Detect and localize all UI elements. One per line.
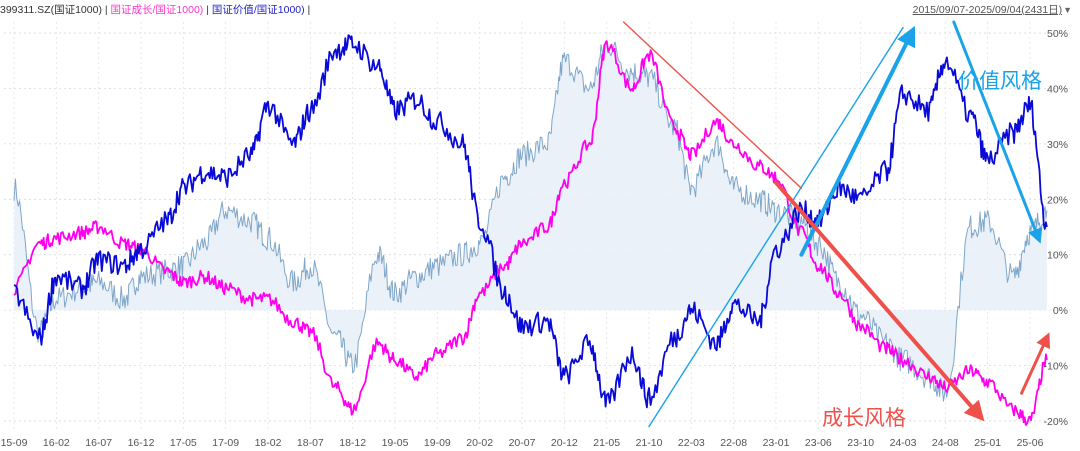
x-tick-label: 25-01 (974, 437, 1001, 449)
growth-down-arrow (774, 180, 985, 422)
legend-separator: | (304, 4, 311, 16)
x-tick-label: 23-10 (847, 437, 874, 449)
x-tick-label: 19-09 (424, 437, 451, 449)
trend-arrows (622, 20, 1051, 428)
x-tick-label: 24-08 (932, 437, 959, 449)
x-tick-label: 18-02 (255, 437, 282, 449)
x-tick-label: 22-08 (720, 437, 747, 449)
chart-legend: 399311.SZ(国证1000) | 国证成长/国证1000) | 国证价值/… (0, 2, 310, 17)
y-tick-label: 30% (1047, 139, 1068, 151)
growth-style-annotation: 成长风格 (822, 407, 906, 430)
value-series-line (13, 34, 1048, 409)
x-tick-label: 17-09 (212, 437, 239, 449)
index-area-fill (14, 41, 1047, 402)
growth-down-trend-line (622, 21, 803, 189)
date-range-text: 2015/09/07-2025/09/04(2431日) (912, 4, 1063, 16)
x-tick-label: 18-12 (339, 437, 366, 449)
y-tick-label: 0% (1053, 305, 1068, 317)
growth-series-line (13, 40, 1048, 426)
x-tick-label: 16-02 (43, 437, 70, 449)
index-area (14, 41, 1047, 402)
grid-lines (4, 22, 1070, 432)
legend-separator: | (101, 4, 111, 16)
y-tick-label: 40% (1047, 83, 1068, 95)
x-tick-label: 24-03 (890, 437, 917, 449)
x-tick-label: 25-06 (1017, 437, 1044, 449)
x-tick-label: 21-05 (593, 437, 620, 449)
x-tick-label: 16-07 (85, 437, 112, 449)
date-range-selector[interactable]: 2015/09/07-2025/09/04(2431日)▼ (913, 2, 1072, 17)
legend-separator: | (203, 4, 212, 16)
x-tick-label: 20-07 (509, 437, 536, 449)
triangle-down-icon: ▼ (1063, 5, 1072, 15)
legend-growth-series[interactable]: 国证成长/国证1000) (110, 4, 204, 16)
series-lines (13, 34, 1048, 426)
x-tick-label: 15-09 (1, 437, 28, 449)
x-tick-label: 23-01 (763, 437, 790, 449)
value-up-arrow (799, 25, 916, 257)
x-tick-label: 20-02 (466, 437, 493, 449)
x-tick-label: 19-05 (382, 437, 409, 449)
x-axis-ticks: 15-09 16-02 16-07 16-12 17-05 17-09 18-02 18-07… (1, 437, 1044, 449)
value-up-trend-line (648, 26, 904, 428)
legend-value-series[interactable]: 国证价值/国证1000) (211, 4, 305, 16)
x-tick-label: 18-07 (297, 437, 324, 449)
y-tick-label: 20% (1047, 194, 1068, 206)
x-tick-label: 20-12 (551, 437, 578, 449)
value-style-annotation: 价值风格 (958, 70, 1042, 93)
y-axis-ticks: 50% 40% 30% 20% 10% 0% -10% -20% (1043, 28, 1068, 428)
growth-up-arrow (1020, 332, 1051, 395)
x-tick-label: 22-03 (678, 437, 705, 449)
y-tick-label: 50% (1047, 28, 1068, 40)
x-tick-label: 23-06 (805, 437, 832, 449)
index-code-label: 399311.SZ(国证1000) (0, 4, 102, 16)
index-series-line (13, 40, 1048, 402)
y-tick-label: -10% (1043, 361, 1068, 373)
value-down-arrow (952, 20, 1043, 244)
x-tick-label: 16-12 (128, 437, 155, 449)
x-tick-label: 21-10 (636, 437, 663, 449)
x-tick-label: 17-05 (170, 437, 197, 449)
y-tick-label: -20% (1043, 416, 1068, 428)
y-tick-label: 10% (1047, 250, 1068, 262)
